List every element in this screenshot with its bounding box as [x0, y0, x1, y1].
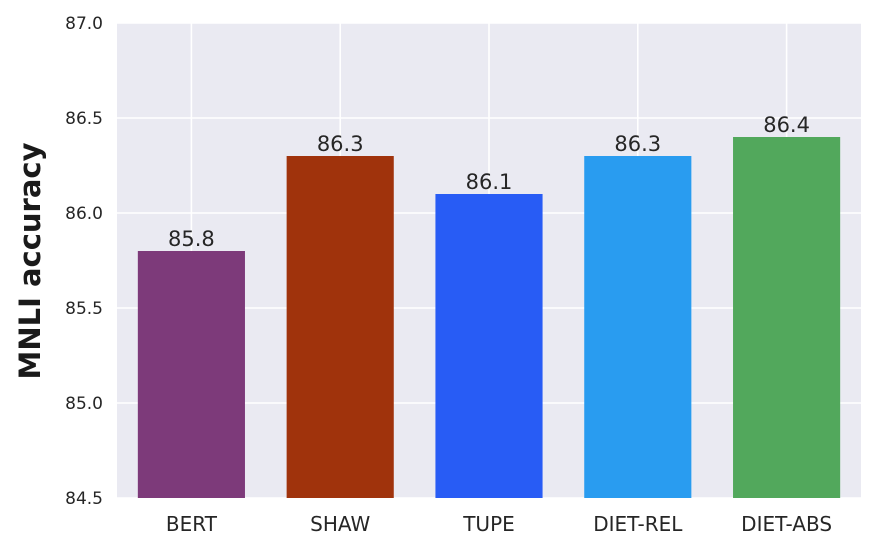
x-tick-label: TUPE — [462, 512, 515, 536]
y-tick-label: 84.5 — [65, 489, 103, 509]
y-tick-label: 85.5 — [65, 299, 103, 319]
y-tick-label: 86.5 — [65, 109, 103, 129]
bar-shaw — [286, 156, 394, 498]
data-label: 86.3 — [614, 132, 661, 156]
bar-bert — [137, 251, 245, 498]
y-axis-label: MNLI accuracy — [13, 142, 47, 379]
y-axis-ticks: 84.5 85.0 85.5 86.0 86.5 87.0 — [65, 14, 103, 509]
x-axis-ticks: BERT SHAW TUPE DIET-REL DIET-ABS — [166, 512, 832, 536]
bar-diet-rel — [584, 156, 692, 498]
x-tick-label: BERT — [166, 512, 218, 536]
x-tick-label: DIET-REL — [593, 512, 683, 536]
bar-diet-abs — [733, 137, 841, 498]
y-tick-label: 86.0 — [65, 204, 103, 224]
bar-tupe — [435, 194, 543, 498]
x-tick-label: DIET-ABS — [741, 512, 832, 536]
y-tick-label: 87.0 — [65, 14, 103, 34]
y-tick-label: 85.0 — [65, 394, 103, 414]
data-label: 86.1 — [466, 170, 513, 194]
x-tick-label: SHAW — [310, 512, 370, 536]
data-labels: 85.8 86.3 86.1 86.3 86.4 — [168, 113, 810, 251]
data-label: 86.3 — [317, 132, 364, 156]
data-label: 86.4 — [763, 113, 810, 137]
bars — [137, 137, 841, 498]
data-label: 85.8 — [168, 227, 215, 251]
